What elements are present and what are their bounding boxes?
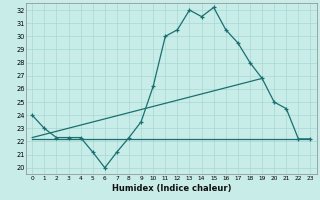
X-axis label: Humidex (Indice chaleur): Humidex (Indice chaleur) xyxy=(112,184,231,193)
